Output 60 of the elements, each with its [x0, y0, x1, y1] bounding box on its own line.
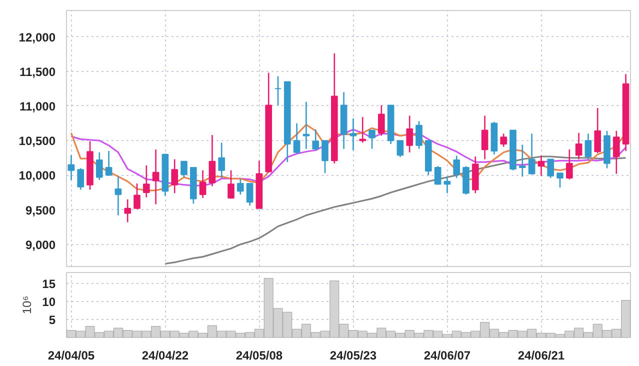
- x-tick-label: 24/05/23: [330, 348, 377, 362]
- candlestick: [528, 133, 536, 176]
- candlestick: [274, 76, 282, 106]
- y-tick-label: 11,500: [19, 64, 56, 79]
- candlestick: [199, 170, 206, 199]
- candlestick: [612, 130, 620, 174]
- candlestick: [350, 118, 357, 151]
- candlestick: [171, 158, 178, 194]
- candlestick: [594, 107, 602, 154]
- y-tick-label: 15: [42, 276, 56, 291]
- candlestick: [518, 144, 526, 178]
- candlestick: [312, 128, 320, 151]
- candlestick: [547, 158, 554, 179]
- candlestick: [378, 104, 385, 136]
- candlestick: [236, 178, 244, 196]
- candlestick: [584, 133, 592, 160]
- candlestick: [566, 148, 573, 180]
- y-axis-title: 10⁶: [20, 296, 34, 314]
- candlestick: [68, 154, 75, 181]
- y-tick-label: 10,500: [18, 134, 56, 148]
- x-tick-label: 24/06/21: [518, 348, 565, 362]
- candlestick: [406, 115, 414, 153]
- candlestick: [500, 133, 508, 148]
- candlestick: [77, 168, 84, 190]
- candlestick: [575, 132, 582, 160]
- candlestick: [246, 182, 254, 206]
- candlestick: [481, 115, 488, 160]
- candlestick: [322, 140, 328, 174]
- x-tick-label: 24/05/08: [236, 348, 283, 362]
- candlestick: [359, 116, 366, 144]
- candlestick: [228, 170, 234, 200]
- x-tick-label: 24/06/07: [424, 348, 471, 362]
- candlestick: [416, 120, 422, 150]
- y-tick-label: 12,000: [18, 30, 56, 44]
- candlestick: [134, 182, 140, 210]
- candlestick: [152, 148, 160, 205]
- candlestick: [114, 176, 122, 216]
- y-tick-label: 10,000: [18, 168, 56, 183]
- x-tick-label: 24/04/05: [48, 348, 95, 362]
- candlestick: [96, 152, 103, 181]
- candlestick: [180, 160, 188, 178]
- candlestick: [218, 142, 226, 179]
- candlestick: [538, 155, 545, 177]
- candlestick: [142, 164, 150, 198]
- candlestick: [453, 155, 460, 179]
- candlestick: [293, 122, 300, 154]
- y-tick-label: 9,000: [25, 238, 56, 252]
- y-tick-label: 11,000: [19, 99, 56, 114]
- y-tick-label: 10: [42, 294, 56, 309]
- candlestick: [434, 166, 442, 186]
- candlestick: [105, 150, 112, 177]
- candlestick: [124, 198, 132, 223]
- x-tick-label: 24/04/22: [142, 348, 189, 362]
- candlestick: [368, 130, 376, 150]
- candlestick: [556, 172, 564, 188]
- candlestick: [208, 134, 216, 187]
- candlestick: [396, 140, 404, 158]
- y-tick-label: 5: [48, 312, 56, 327]
- candlestick: [444, 176, 451, 194]
- y-tick-label: 9,500: [25, 203, 56, 218]
